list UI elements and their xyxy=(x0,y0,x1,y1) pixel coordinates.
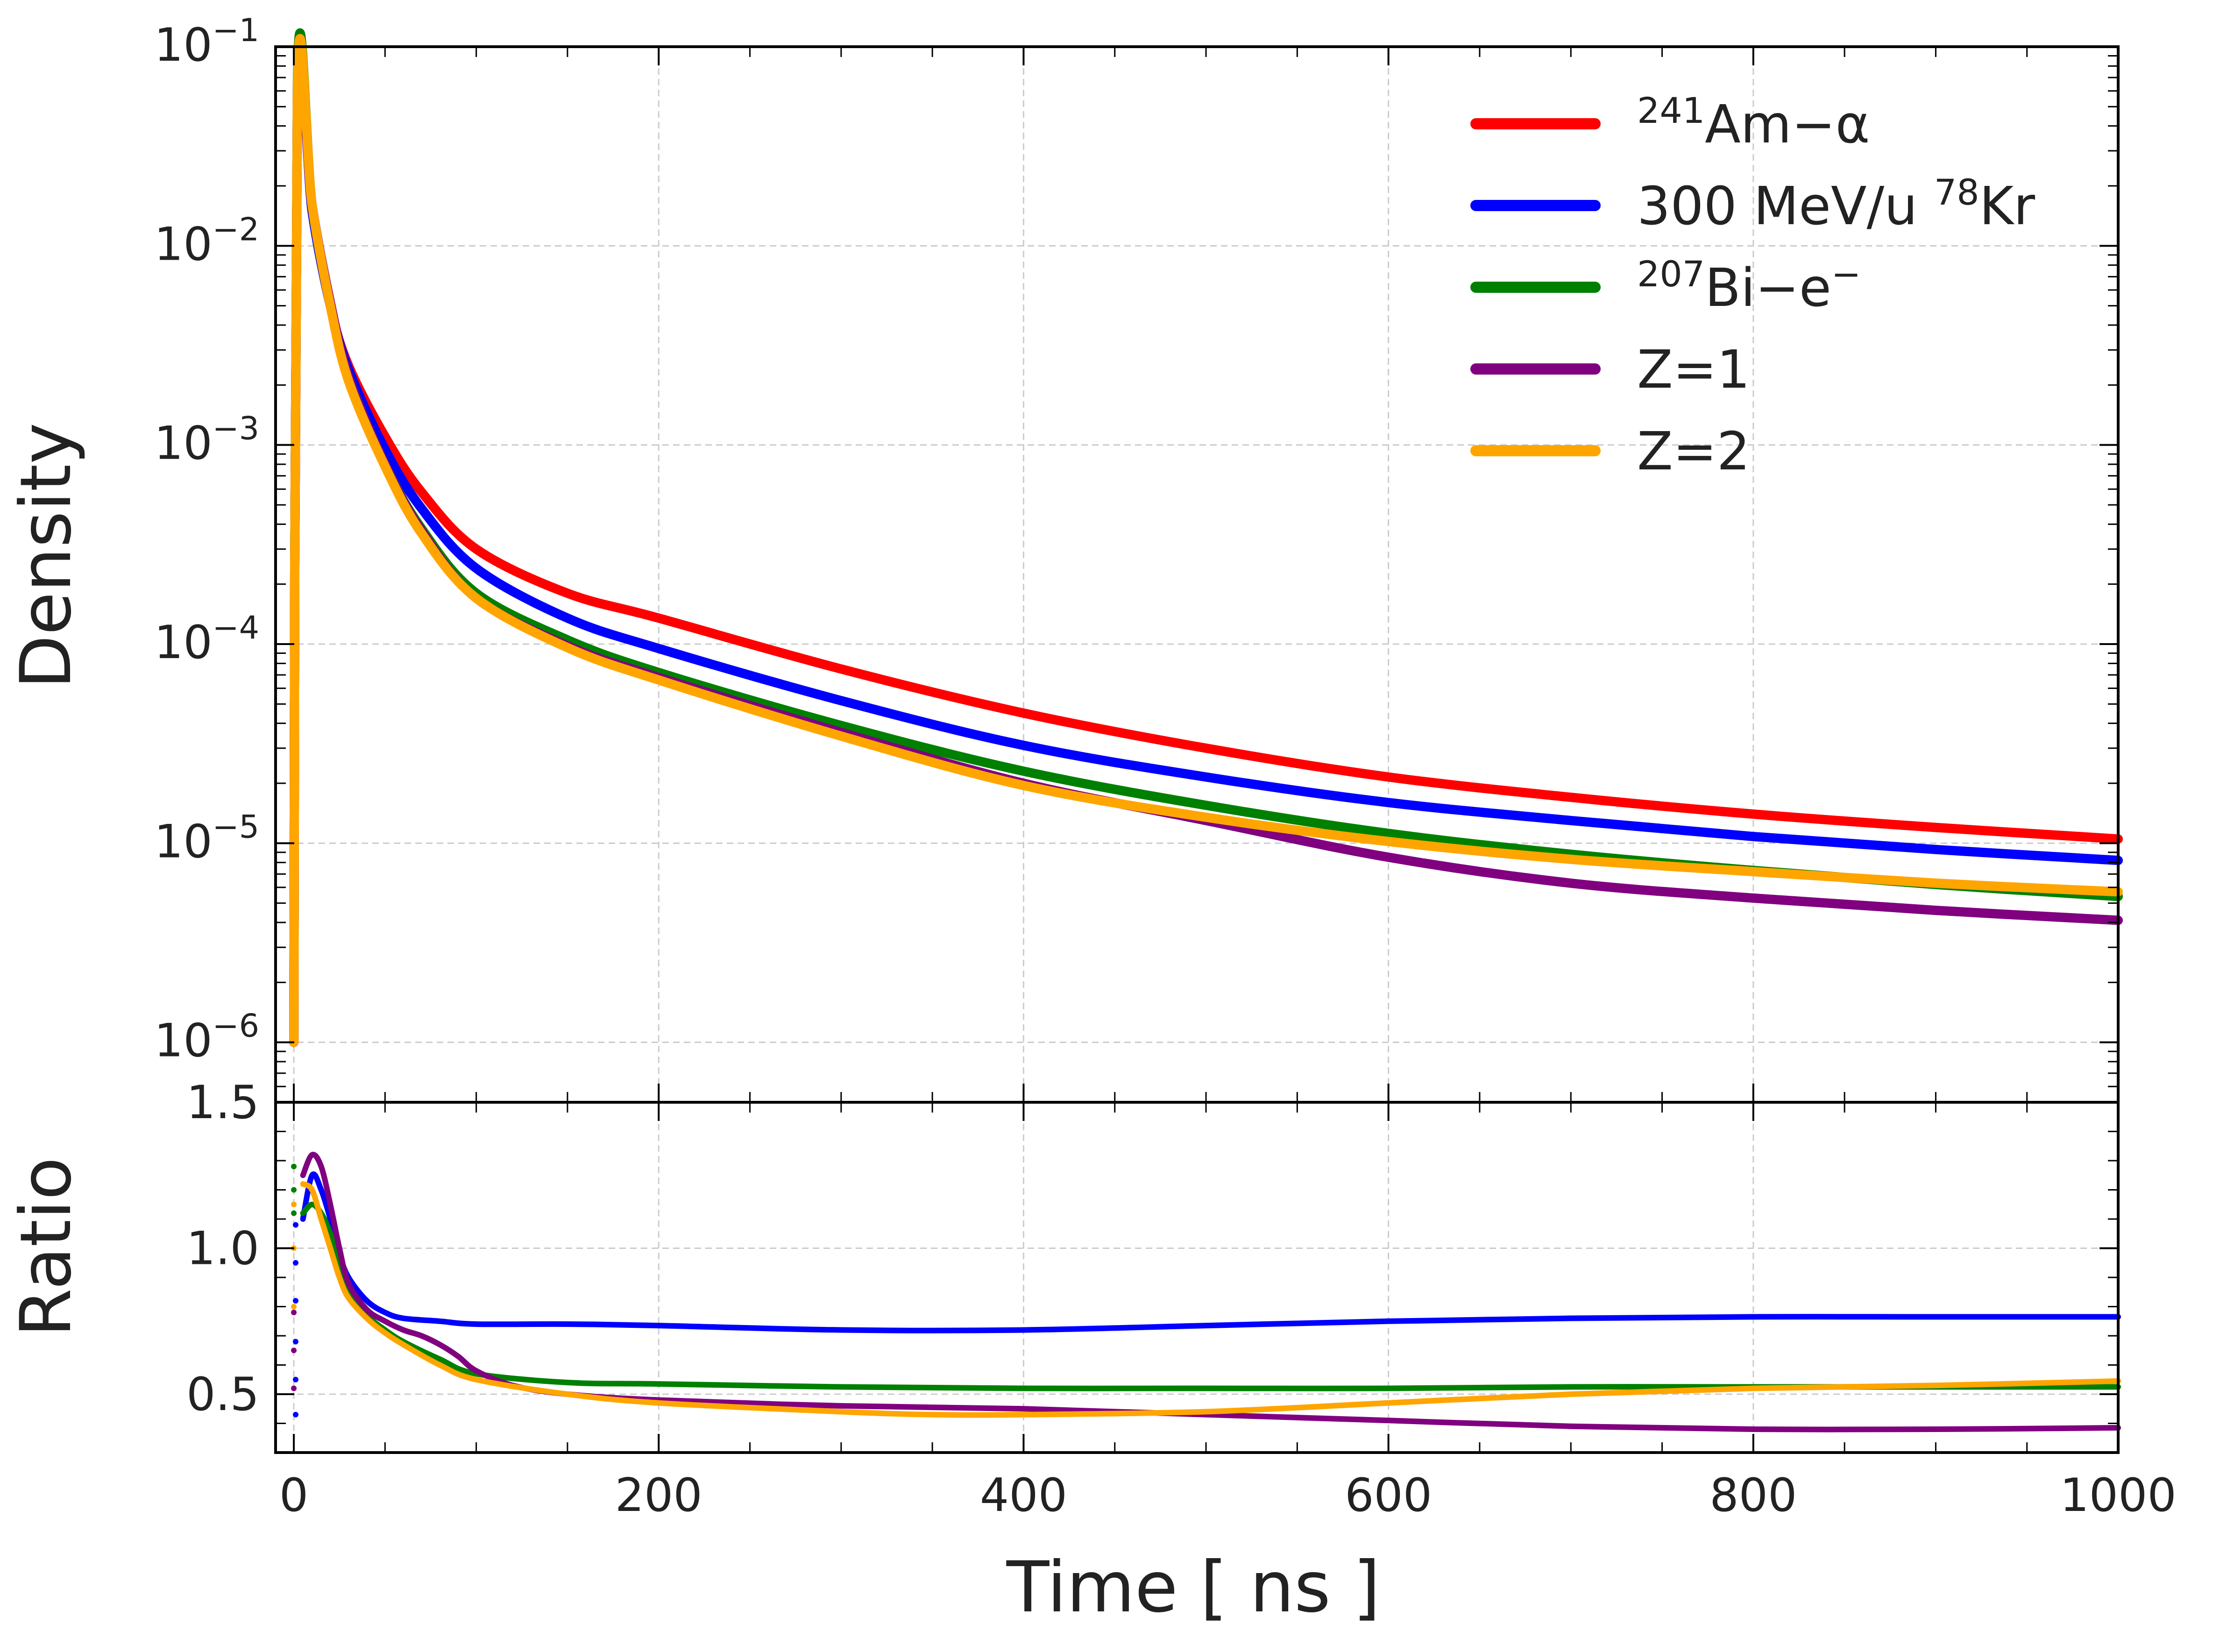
ratio-early-point xyxy=(292,1339,298,1345)
density-ticks xyxy=(276,46,2119,1103)
legend-label-241am-alpha: 241Am−α xyxy=(1637,90,1870,155)
ratio-early-point xyxy=(291,1187,297,1193)
legend-label-z=2: Z=2 xyxy=(1637,421,1750,482)
ratio-early-point xyxy=(291,1304,297,1310)
density-y-tick-label: 10−2 xyxy=(154,211,259,271)
ratio-early-point xyxy=(291,1310,297,1315)
ratio-series-line-z=1 xyxy=(300,1152,2121,1432)
ratio-early-point xyxy=(292,1376,298,1383)
ratio-early-point xyxy=(292,1260,298,1266)
ratio-early-point xyxy=(291,1347,297,1354)
time-axis-title: Time [ ns ] xyxy=(1006,1547,1380,1628)
legend: 241Am−α 300 MeV/u 78Kr 207Bi−e− Z=1 Z=2 xyxy=(1470,90,2036,482)
ratio-axis-title: Ratio xyxy=(6,1157,87,1337)
x-tick-label: 0 xyxy=(279,1469,308,1522)
ratio-early-point xyxy=(292,1298,298,1304)
ratio-early-point xyxy=(291,1163,297,1170)
density-y-tick-label: 10−4 xyxy=(154,610,259,669)
x-tick-label: 200 xyxy=(615,1469,702,1522)
ratio-y-tick-label: 0.5 xyxy=(186,1368,259,1421)
density-y-tick-label: 10−6 xyxy=(154,1008,259,1068)
x-tick-label: 1000 xyxy=(2060,1469,2176,1522)
x-tick-label: 800 xyxy=(1709,1469,1797,1522)
density-y-tick-labels: 10−1 10−2 10−3 10−4 10−5 10−6 xyxy=(154,12,259,1068)
density-series-line-z=2 xyxy=(289,34,2123,1047)
ratio-panel: 1.5 1.0 0.5 0 200 400 600 800 1000 xyxy=(186,1076,2177,1522)
ratio-early-point xyxy=(292,1222,298,1228)
ratio-frame xyxy=(274,1101,2120,1454)
x-tick-label: 400 xyxy=(980,1469,1067,1522)
ratio-y-tick-labels: 1.5 1.0 0.5 xyxy=(186,1076,259,1421)
density-y-tick-label: 10−1 xyxy=(154,12,259,72)
ratio-early-point xyxy=(292,1411,298,1418)
density-y-tick-label: 10−5 xyxy=(154,808,259,868)
ratio-series-line-z=2 xyxy=(300,1181,2121,1418)
ratio-series xyxy=(291,1152,2121,1432)
ratio-early-point xyxy=(291,1201,297,1207)
legend-label-z=1: Z=1 xyxy=(1637,340,1750,400)
density-y-tick-label: 10−3 xyxy=(154,411,259,470)
x-tick-label: 600 xyxy=(1345,1469,1432,1522)
ratio-series-line-207bi-electron xyxy=(300,1201,2121,1391)
legend-label-300mev-kr: 300 MeV/u 78Kr xyxy=(1637,171,2036,237)
x-tick-labels: 0 200 400 600 800 1000 xyxy=(279,1469,2177,1522)
ratio-early-point xyxy=(291,1210,297,1216)
ratio-y-tick-label: 1.0 xyxy=(186,1222,259,1276)
density-axis-title: Density xyxy=(6,423,87,689)
ratio-early-point xyxy=(291,1385,297,1391)
legend-label-207bi-electron: 207Bi−e− xyxy=(1637,253,1861,319)
ratio-y-tick-label: 1.5 xyxy=(186,1076,259,1129)
density-series xyxy=(289,28,2123,1047)
density-panel: 10−1 10−2 10−3 10−4 10−5 10−6 xyxy=(154,12,2123,1104)
